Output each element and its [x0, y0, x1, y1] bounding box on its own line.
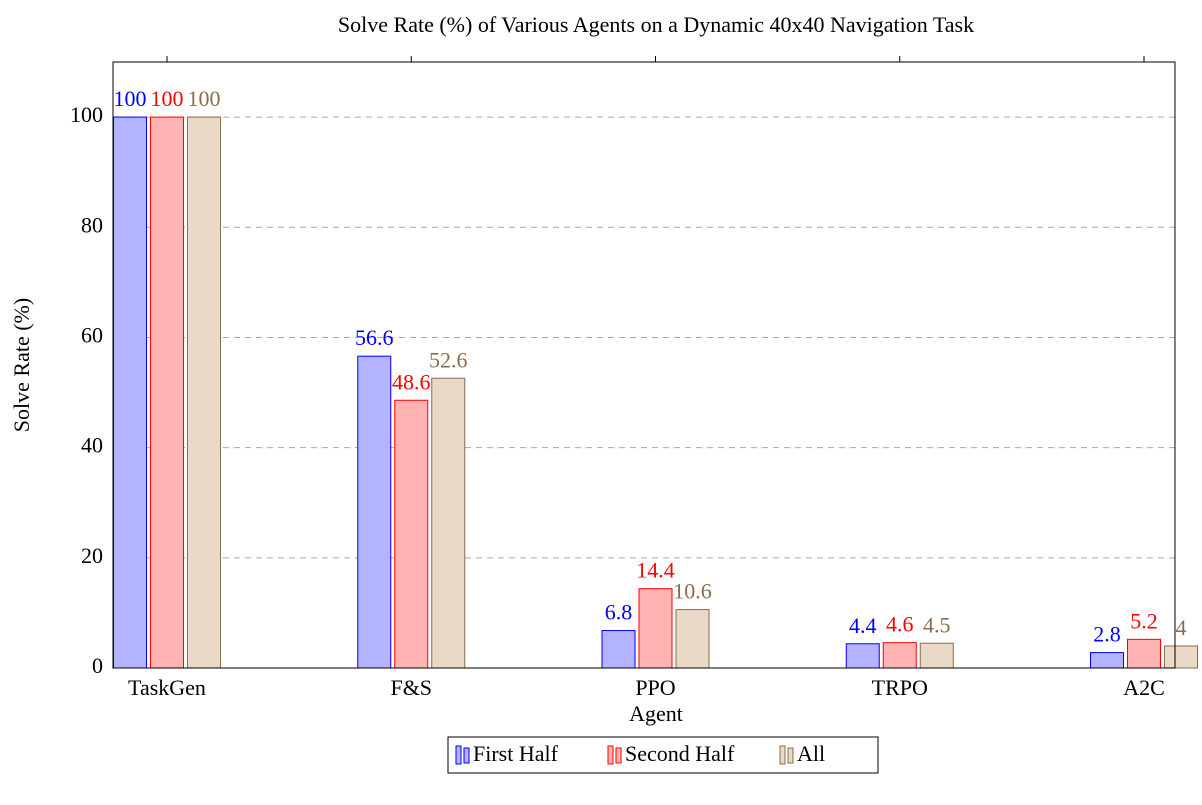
- x-tick-label: A2C: [1123, 675, 1165, 700]
- plot-frame: [112, 61, 1176, 669]
- legend-swatch: [787, 747, 794, 764]
- y-axis-label: Solve Rate (%): [9, 298, 34, 432]
- x-tick-label: PPO: [635, 675, 675, 700]
- legend-swatch: [779, 745, 786, 765]
- value-label: 4.5: [923, 612, 951, 637]
- bar: [919, 642, 954, 669]
- bar: [357, 355, 392, 669]
- value-label: 10.6: [673, 579, 712, 604]
- legend-swatch: [607, 745, 614, 765]
- bar: [1090, 652, 1124, 669]
- legend-label: Second Half: [625, 741, 735, 766]
- bar: [150, 116, 184, 669]
- bar: [882, 642, 917, 669]
- bar: [113, 116, 147, 669]
- x-axis-label: Agent: [629, 701, 683, 726]
- y-tick-label: 20: [81, 543, 103, 568]
- legend-swatch: [463, 747, 470, 764]
- bar: [394, 399, 429, 669]
- value-label: 4.6: [886, 612, 914, 637]
- bar: [431, 377, 466, 669]
- y-tick-label: 60: [81, 323, 103, 348]
- value-label: 4: [1176, 615, 1187, 640]
- y-tick-label: 100: [70, 102, 103, 127]
- x-tick-label: TRPO: [872, 675, 928, 700]
- value-label: 5.2: [1130, 608, 1158, 633]
- value-label: 56.6: [355, 325, 394, 350]
- bar: [845, 643, 880, 669]
- bar: [1127, 638, 1161, 669]
- y-tick-label: 0: [92, 653, 103, 678]
- y-tick-label: 40: [81, 433, 103, 458]
- chart-title: Solve Rate (%) of Various Agents on a Dy…: [338, 12, 974, 37]
- bar: [187, 116, 221, 669]
- value-label: 14.4: [636, 558, 675, 583]
- legend-swatch: [615, 747, 622, 764]
- y-tick-label: 80: [81, 212, 103, 237]
- bar: [638, 588, 673, 669]
- legend-label: First Half: [473, 741, 559, 766]
- bar: [601, 630, 636, 669]
- x-tick-label: TaskGen: [128, 675, 206, 700]
- value-label: 6.8: [605, 600, 633, 625]
- value-label: 2.8: [1093, 622, 1121, 647]
- legend-label: All: [797, 741, 825, 766]
- x-tick-label: F&S: [390, 675, 432, 700]
- legend-box: [447, 736, 879, 774]
- value-label: 100: [188, 86, 221, 111]
- bar: [675, 609, 710, 669]
- value-label: 48.6: [392, 369, 431, 394]
- bar: [1164, 645, 1198, 669]
- value-label: 100: [151, 86, 184, 111]
- value-label: 4.4: [849, 613, 877, 638]
- value-label: 52.6: [429, 347, 468, 372]
- legend-swatch: [455, 745, 462, 765]
- value-label: 100: [114, 86, 147, 111]
